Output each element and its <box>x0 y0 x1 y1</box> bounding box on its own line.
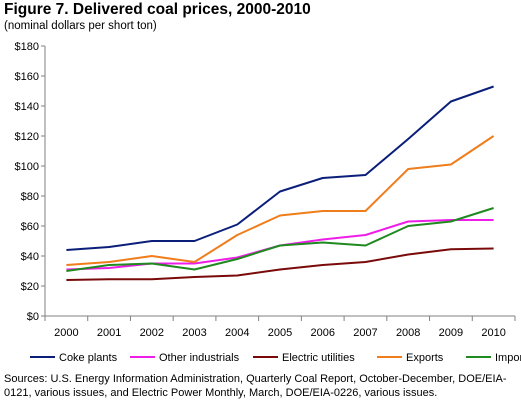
legend: Coke plants Other industrials Electric uti… <box>30 352 521 364</box>
legend-item-1: Other industrials <box>130 352 240 364</box>
source-note: Sources: U.S. Energy Information Adminis… <box>4 373 507 399</box>
series-line-3 <box>66 135 495 266</box>
legend-label: Electric utilities <box>282 352 355 364</box>
x-tick-label: 2007 <box>353 327 377 339</box>
chart-subtitle: (nominal dollars per short ton) <box>4 20 157 32</box>
y-tick-label: $40 <box>21 251 39 263</box>
legend-label: Other industrials <box>159 352 240 364</box>
x-tick-label: 2002 <box>140 327 164 339</box>
legend-label: Imports <box>495 352 521 364</box>
x-tick-label: 2008 <box>396 327 420 339</box>
y-tick-label: $160 <box>15 71 39 83</box>
legend-label: Coke plants <box>59 352 118 364</box>
x-tick-label: 2006 <box>310 327 334 339</box>
series-line-4 <box>66 207 494 272</box>
chart-title: Figure 7. Delivered coal prices, 2000-20… <box>4 1 311 18</box>
x-tick-label: 2001 <box>97 327 121 339</box>
y-tick-label: $0 <box>27 311 39 323</box>
series-line-0 <box>66 85 494 251</box>
legend-item-2: Electric utilities <box>253 352 355 364</box>
legend-label: Exports <box>406 352 444 364</box>
y-tick-label: $180 <box>15 41 39 53</box>
legend-item-0: Coke plants <box>30 352 118 364</box>
y-tick-label: $80 <box>21 191 39 203</box>
x-tick-label: 2005 <box>268 327 292 339</box>
x-axis: 2000 2001 2002 2003 2004 2005 2006 2007 2008 2009… <box>44 315 516 339</box>
x-tick-label: 2000 <box>54 327 78 339</box>
y-tick-label: $100 <box>15 161 39 173</box>
x-tick-label: 2004 <box>225 327 249 339</box>
x-tick-label: 2003 <box>182 327 206 339</box>
legend-item-4: Imports <box>466 352 521 364</box>
line-chart: $0$20$40$60$80$100$120$140$160$180 2000 2… <box>15 41 521 364</box>
legend-item-3: Exports <box>377 352 444 364</box>
y-axis: $0 $20 $40 $60 $80 $100 $120 $140 $160 $180 <box>15 41 46 323</box>
y-tick-label: $140 <box>15 101 39 113</box>
x-tick-label: 2010 <box>481 327 505 339</box>
y-tick-label: $60 <box>21 221 39 233</box>
x-tick-label: 2009 <box>439 327 463 339</box>
series-line-2 <box>66 247 494 281</box>
series-layer <box>66 85 495 281</box>
y-tick-label: $120 <box>15 131 39 143</box>
y-tick-label: $20 <box>21 281 39 293</box>
